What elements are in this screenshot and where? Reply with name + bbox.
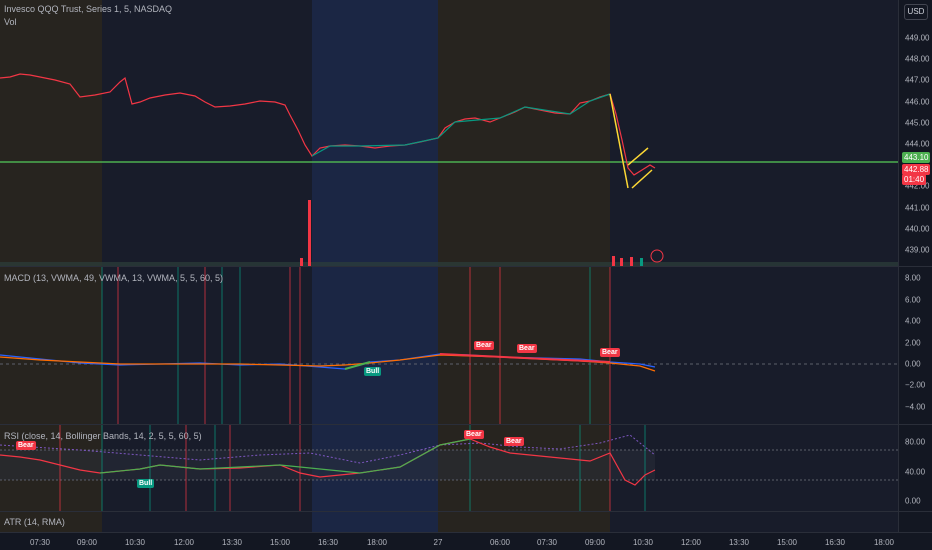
rsi-pane[interactable]: RSI (close, 14, Bollinger Bands, 14, 2, … bbox=[0, 425, 898, 511]
time-tick: 10:30 bbox=[124, 538, 146, 547]
lightning-icon bbox=[650, 249, 664, 263]
time-tick: 16:30 bbox=[317, 538, 339, 547]
price-tick: 439.00 bbox=[905, 245, 930, 255]
rsi-tick: 40.00 bbox=[905, 467, 926, 477]
time-tick: 07:30 bbox=[29, 538, 51, 547]
macd-bull-signal: Bull bbox=[364, 367, 382, 376]
time-tick: 15:00 bbox=[776, 538, 798, 547]
price-chart bbox=[0, 73, 898, 266]
time-tick: 18:00 bbox=[873, 538, 895, 547]
macd-tick: 4.00 bbox=[905, 316, 921, 326]
pane-divider[interactable] bbox=[0, 424, 932, 425]
price-tick: 448.00 bbox=[905, 54, 930, 64]
rsi-line bbox=[0, 438, 656, 486]
price-tick: 444.00 bbox=[905, 139, 930, 149]
atr-axis[interactable] bbox=[898, 512, 932, 532]
time-tick: 15:00 bbox=[269, 538, 291, 547]
rsi-tick: 80.00 bbox=[905, 437, 926, 447]
macd-tick: 8.00 bbox=[905, 273, 921, 283]
rsi-tick: 0.00 bbox=[905, 496, 921, 506]
time-tick: 13:30 bbox=[728, 538, 750, 547]
time-tick: 09:00 bbox=[76, 538, 98, 547]
macd-tick: 0.00 bbox=[905, 359, 921, 369]
pane-divider[interactable] bbox=[0, 511, 932, 512]
macd-legend[interactable]: MACD (13, VWMA, 49, VWMA, 13, VWMA, 5, 5… bbox=[4, 273, 224, 283]
price-tick: 441.00 bbox=[905, 203, 930, 213]
currency-button[interactable]: USD bbox=[904, 4, 928, 20]
price-axis[interactable]: 449.00 448.00 447.00 446.00 445.00 444.0… bbox=[898, 0, 932, 266]
rsi-bear-signal: Bear bbox=[464, 430, 484, 439]
time-tick: 09:00 bbox=[584, 538, 606, 547]
macd-bear-signal: Bear bbox=[600, 348, 620, 357]
macd-tick: 2.00 bbox=[905, 338, 921, 348]
rsi-bear-signal: Bear bbox=[16, 441, 36, 450]
macd-pane[interactable]: MACD (13, VWMA, 49, VWMA, 13, VWMA, 5, 5… bbox=[0, 267, 898, 424]
time-tick: 16:30 bbox=[824, 538, 846, 547]
volume-bars bbox=[0, 200, 898, 266]
macd-tick: −4.00 bbox=[905, 402, 926, 412]
macd-tick: 6.00 bbox=[905, 295, 921, 305]
rsi-chart bbox=[0, 425, 898, 511]
price-series bbox=[0, 73, 656, 176]
time-tick: 12:00 bbox=[173, 538, 195, 547]
last-price-badge: 442.88 bbox=[902, 164, 931, 175]
time-tick: 12:00 bbox=[680, 538, 702, 547]
price-pane[interactable]: Invesco QQQ Trust, Series 1, 5, NASDAQ V… bbox=[0, 0, 898, 266]
price-tick: 447.00 bbox=[905, 75, 930, 85]
time-tick: 06:00 bbox=[489, 538, 511, 547]
time-tick: 27 bbox=[433, 538, 443, 547]
rsi-bear-signal: Bear bbox=[504, 437, 524, 446]
rsi-legend[interactable]: RSI (close, 14, Bollinger Bands, 14, 2, … bbox=[4, 431, 202, 441]
time-tick: 13:30 bbox=[221, 538, 243, 547]
macd-axis[interactable]: 8.00 6.00 4.00 2.00 0.00 −2.00 −4.00 bbox=[898, 267, 932, 424]
pane-divider[interactable] bbox=[0, 266, 932, 267]
level-price-badge: 443.10 bbox=[902, 152, 931, 163]
macd-chart bbox=[0, 267, 898, 424]
price-tick: 446.00 bbox=[905, 97, 930, 107]
volume-legend[interactable]: Vol bbox=[4, 17, 17, 27]
price-tick: 449.00 bbox=[905, 33, 930, 43]
price-tick: 445.00 bbox=[905, 118, 930, 128]
macd-bear-signal: Bear bbox=[474, 341, 494, 350]
time-tick: 10:30 bbox=[632, 538, 654, 547]
macd-tick: −2.00 bbox=[905, 380, 926, 390]
atr-pane[interactable]: ATR (14, RMA) bbox=[0, 512, 898, 532]
price-tick: 440.00 bbox=[905, 224, 930, 234]
time-axis-divider bbox=[0, 532, 932, 533]
rsi-bull-signal: Bull bbox=[137, 479, 155, 488]
rsi-axis[interactable]: 80.00 40.00 0.00 bbox=[898, 425, 932, 511]
time-tick: 07:30 bbox=[536, 538, 558, 547]
macd-bear-signal: Bear bbox=[517, 344, 537, 353]
time-tick: 18:00 bbox=[366, 538, 388, 547]
macd-line bbox=[0, 353, 656, 370]
countdown-badge: 01:40 bbox=[902, 174, 927, 185]
price-tick: 442.00 bbox=[905, 181, 930, 191]
atr-legend[interactable]: ATR (14, RMA) bbox=[4, 517, 65, 527]
signal-line bbox=[0, 354, 656, 372]
symbol-title[interactable]: Invesco QQQ Trust, Series 1, 5, NASDAQ bbox=[4, 4, 173, 14]
